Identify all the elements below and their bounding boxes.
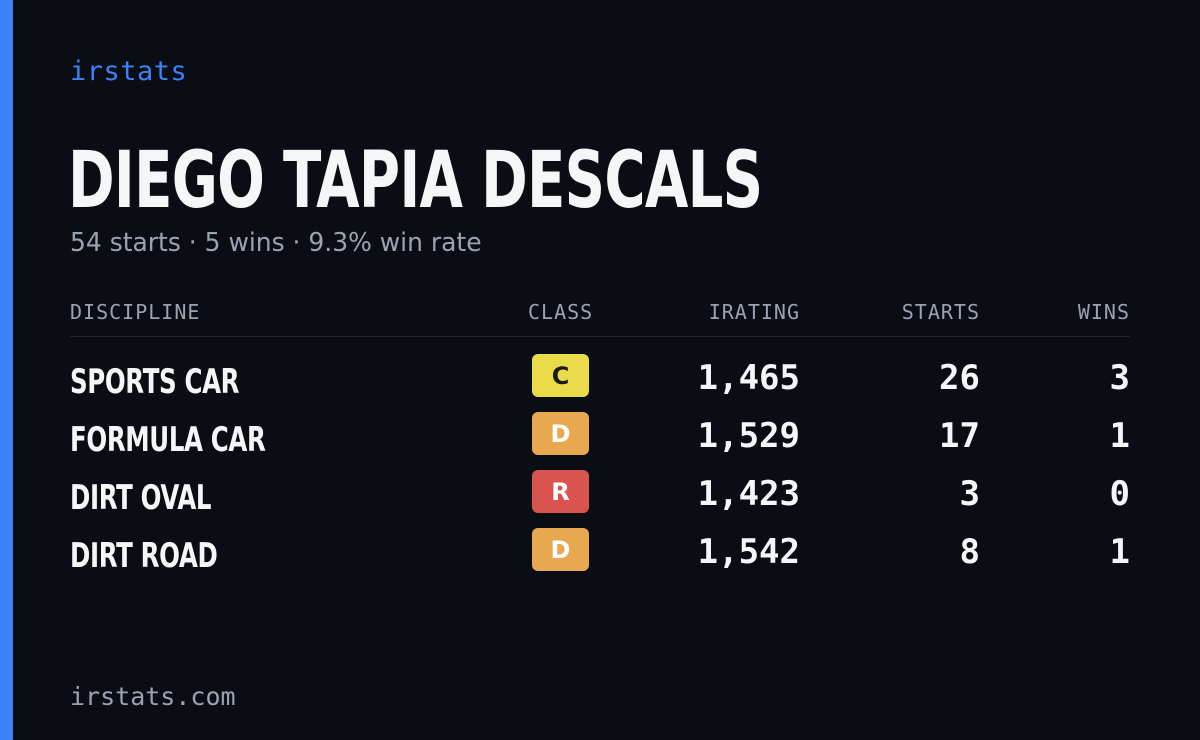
header-irating: IRATING bbox=[708, 300, 800, 324]
wins-value: 1 bbox=[1109, 532, 1130, 572]
driver-summary: 54 starts · 5 wins · 9.3% win rate bbox=[70, 228, 482, 258]
header-class: CLASS bbox=[528, 300, 594, 324]
brand-logo[interactable]: irstats bbox=[70, 56, 188, 87]
license-class-badge: C bbox=[532, 354, 589, 397]
discipline-table: SPORTS CAR C 1,465 26 3 FORMULA CAR D 1,… bbox=[70, 352, 1130, 584]
header-wins: WINS bbox=[1077, 300, 1130, 324]
irating-value: 1,423 bbox=[697, 474, 800, 514]
wins-value: 1 bbox=[1109, 416, 1130, 456]
driver-name: DIEGO TAPIA DESCALS bbox=[68, 136, 763, 226]
footer-url[interactable]: irstats.com bbox=[70, 682, 236, 711]
starts-value: 17 bbox=[939, 416, 980, 456]
table-row: DIRT OVAL R 1,423 3 0 bbox=[70, 468, 1130, 526]
license-class-badge: D bbox=[532, 412, 589, 455]
table-row: FORMULA CAR D 1,529 17 1 bbox=[70, 410, 1130, 468]
header-starts: STARTS bbox=[901, 300, 980, 324]
discipline-name: SPORTS CAR bbox=[70, 362, 240, 402]
discipline-name: FORMULA CAR bbox=[70, 420, 266, 460]
license-class-badge: R bbox=[532, 470, 589, 513]
table-header: DISCIPLINE CLASS IRATING STARTS WINS bbox=[70, 300, 1130, 337]
starts-value: 3 bbox=[959, 474, 980, 514]
wins-value: 3 bbox=[1109, 358, 1130, 398]
license-class-badge: D bbox=[532, 528, 589, 571]
accent-bar bbox=[0, 0, 13, 740]
irating-value: 1,542 bbox=[697, 532, 800, 572]
table-row: SPORTS CAR C 1,465 26 3 bbox=[70, 352, 1130, 410]
irating-value: 1,529 bbox=[697, 416, 800, 456]
discipline-name: DIRT ROAD bbox=[70, 536, 218, 576]
header-discipline: DISCIPLINE bbox=[70, 300, 201, 324]
irating-value: 1,465 bbox=[697, 358, 800, 398]
starts-value: 8 bbox=[959, 532, 980, 572]
discipline-name: DIRT OVAL bbox=[70, 478, 212, 518]
table-row: DIRT ROAD D 1,542 8 1 bbox=[70, 526, 1130, 584]
wins-value: 0 bbox=[1109, 474, 1130, 514]
starts-value: 26 bbox=[939, 358, 980, 398]
